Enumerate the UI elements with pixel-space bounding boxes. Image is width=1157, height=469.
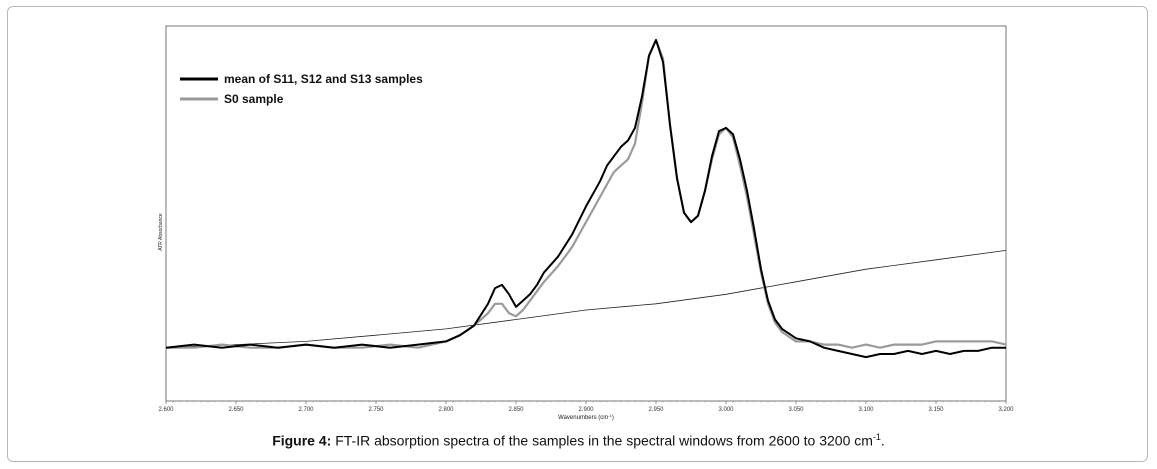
- caption-label: Figure 4:: [272, 432, 332, 449]
- x-label-end: ): [612, 415, 614, 421]
- x-tick-label: 2.650: [228, 407, 244, 413]
- x-tick-label: 3.050: [788, 407, 804, 413]
- figure-caption: Figure 4: FT-IR absorption spectra of th…: [0, 432, 1157, 449]
- x-tick-label: 2.950: [648, 407, 664, 413]
- series-line-mean: [165, 39, 1006, 359]
- caption-sup: -1: [872, 432, 881, 442]
- x-tick-label: 2.800: [438, 407, 454, 413]
- legend: mean of S11, S12 and S13 samples S0 sampl…: [180, 72, 423, 106]
- x-tick-label: 3.150: [928, 407, 944, 413]
- legend-label: S0 sample: [224, 92, 284, 106]
- x-axis: 2.600 2.650 2.700 2.750 2.800 2.850 2.900 2.950…: [158, 401, 1014, 413]
- plot-area: [165, 25, 1007, 402]
- x-tick-label: 3.100: [858, 407, 874, 413]
- x-tick-label: 2.750: [368, 407, 384, 413]
- x-tick-label: 3.000: [718, 407, 734, 413]
- x-tick-label: 3.200: [998, 407, 1014, 413]
- series-group: [165, 38, 1007, 359]
- caption-text: FT-IR absorption spectra of the samples …: [331, 432, 873, 449]
- y-axis-label: ATR Absorbance: [158, 213, 164, 251]
- x-label-text: Wavenumbers (cm: [558, 415, 608, 421]
- x-tick-label: 2.850: [508, 407, 524, 413]
- x-axis-label: Wavenumbers (cm-1): [558, 413, 614, 421]
- x-tick-label: 2.600: [158, 407, 174, 413]
- spectra-chart: 2.600 2.650 2.700 2.750 2.800 2.850 2.900 2.950…: [158, 25, 1014, 421]
- series-line-baseline: [165, 250, 1007, 349]
- x-tick-label: 2.900: [578, 407, 594, 413]
- x-label-sup: -1: [608, 413, 612, 418]
- x-tick-label: 2.700: [298, 407, 314, 413]
- caption-end: .: [880, 432, 885, 449]
- legend-label: mean of S11, S12 and S13 samples: [224, 72, 423, 86]
